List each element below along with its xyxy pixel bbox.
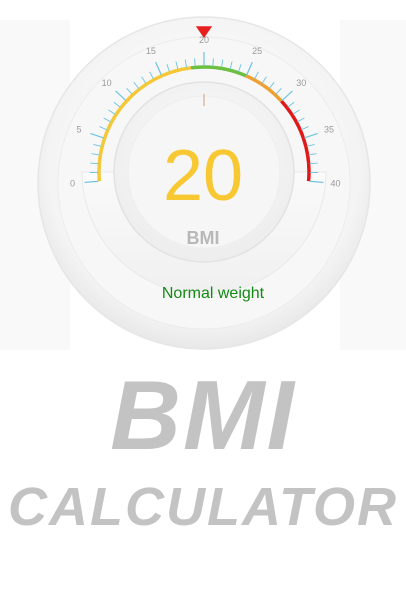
gauge-band-1 xyxy=(97,66,192,182)
gauge-minor-tick xyxy=(221,59,224,68)
gauge-minor-tick xyxy=(309,162,318,165)
gauge-minor-tick xyxy=(301,126,309,131)
gauge-tick-label: 35 xyxy=(324,125,334,135)
pointer-triangle-icon xyxy=(195,26,213,38)
gauge-minor-tick xyxy=(238,64,242,72)
gauge-minor-tick xyxy=(166,64,170,72)
gauge-tick-label: 40 xyxy=(330,179,340,189)
gauge-minor-tick xyxy=(93,143,102,147)
gauge-minor-tick xyxy=(91,153,100,156)
gauge-minor-tick xyxy=(149,71,154,80)
gauge-minor-tick xyxy=(261,76,267,84)
gauge-major-tick xyxy=(281,90,293,101)
gauge-tick-label: 10 xyxy=(102,78,112,88)
gauge-tick-label: 30 xyxy=(296,78,306,88)
gauge-major-tick xyxy=(246,61,253,76)
gauge-minor-tick xyxy=(229,61,233,70)
gauge-tick-label: 0 xyxy=(70,179,75,189)
bmi-value: 20 xyxy=(162,136,244,216)
gauge-band-2 xyxy=(190,65,247,78)
gauge-minor-tick xyxy=(99,126,107,131)
gauge-minor-tick xyxy=(108,109,116,115)
gauge-minor-tick xyxy=(287,101,295,108)
gauge-tick-label: 25 xyxy=(252,46,262,56)
gauge-color-bands xyxy=(97,65,311,182)
gauge-minor-tick xyxy=(194,58,196,67)
gauge-minor-tick xyxy=(90,162,99,165)
gauge-minor-tick xyxy=(133,81,140,89)
gauge-major-tick xyxy=(309,180,324,184)
gauge-minor-tick xyxy=(297,117,305,123)
gauge-minor-tick xyxy=(308,153,317,156)
gauge-minor-tick xyxy=(275,87,282,95)
gauge-minor-tick xyxy=(268,81,275,89)
gauge-pointer xyxy=(195,26,213,106)
gauge-major-tick xyxy=(155,61,162,76)
app-title-line-2: CALCULATOR xyxy=(8,477,398,537)
gauge-band-3 xyxy=(245,74,283,103)
gauge-tick-label: 15 xyxy=(146,46,156,56)
gauge-major-tick xyxy=(90,132,104,139)
gauge-major-tick xyxy=(115,90,127,101)
gauge-major-tick xyxy=(304,132,318,139)
gauge-minor-tick xyxy=(103,117,111,123)
gauge-tick-label: 5 xyxy=(77,125,82,135)
gauge-tick-labels: 0 5 10 15 20 25 30 35 40 xyxy=(70,35,341,189)
gauge-minor-tick xyxy=(126,87,133,95)
gauge-minor-tick xyxy=(306,143,315,147)
gauge-tick-label: 20 xyxy=(199,35,209,45)
gauge-minor-tick xyxy=(212,58,214,67)
gauge-major-tick xyxy=(84,180,99,184)
gauge-minor-tick xyxy=(175,61,179,70)
gauge-band-4 xyxy=(280,99,311,182)
app-title-line-1: BMI xyxy=(110,360,296,470)
gauge-minor-tick xyxy=(184,59,187,68)
bmi-unit-label: BMI xyxy=(186,228,220,248)
gauge-minor-tick xyxy=(254,71,259,80)
gauge-minor-tick xyxy=(141,76,147,84)
gauge-minor-tick xyxy=(113,101,121,108)
gauge-minor-tick xyxy=(292,109,300,115)
bmi-status-label: Normal weight xyxy=(161,285,265,302)
gauge-ticks xyxy=(84,52,324,184)
